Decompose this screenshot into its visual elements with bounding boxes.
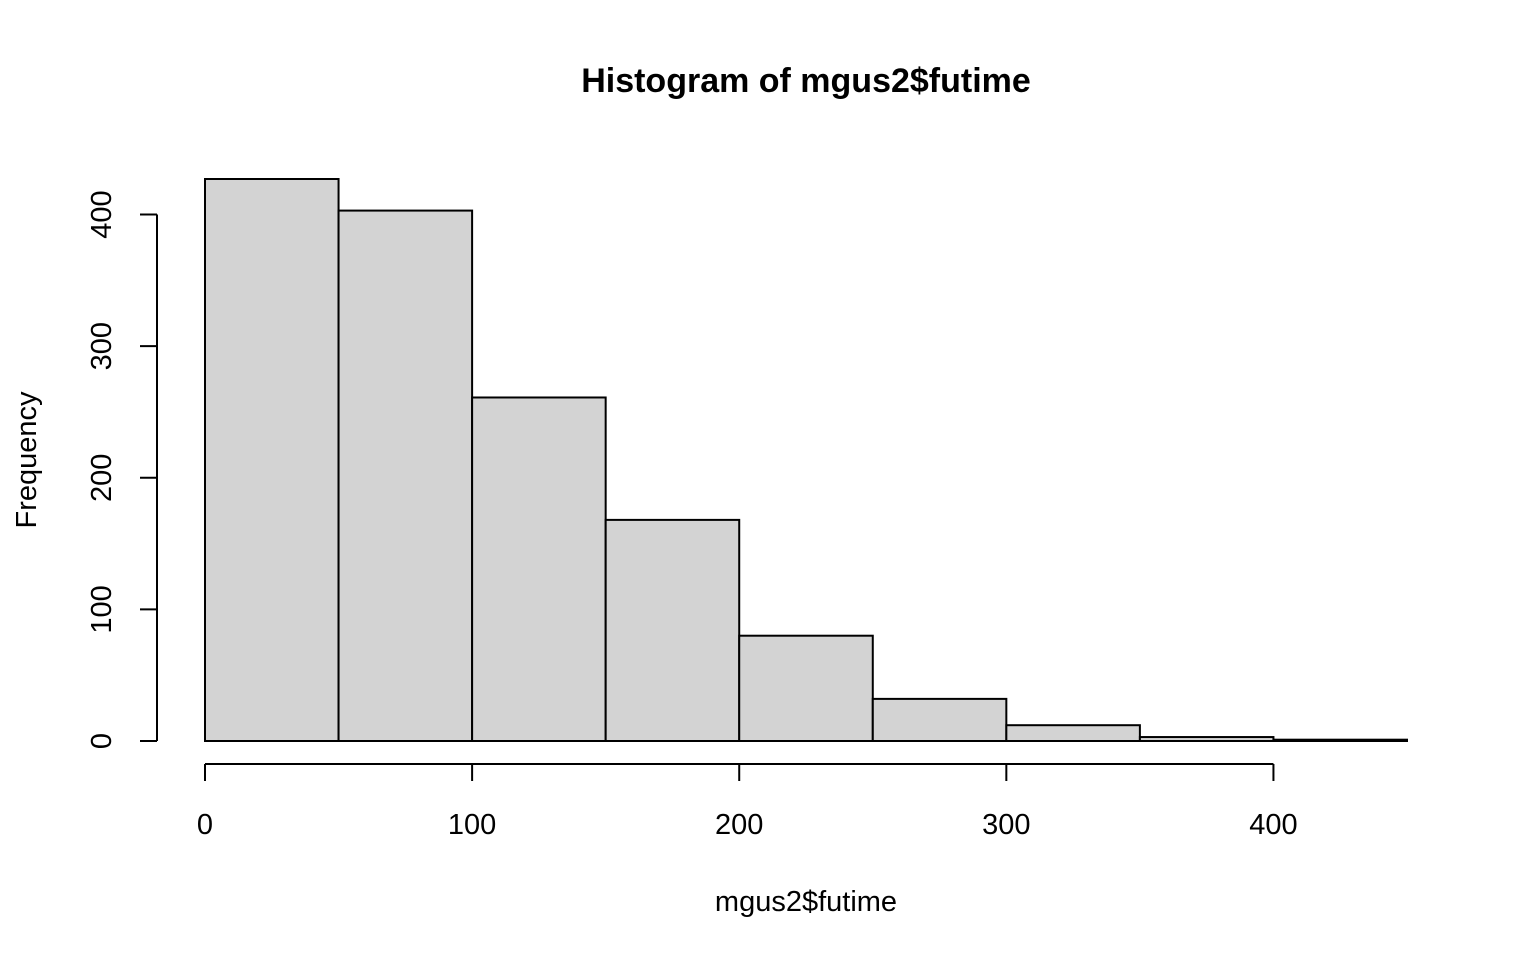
histogram-bar-9 <box>1272 738 1409 742</box>
chart-title: Histogram of mgus2$futime <box>581 62 1031 100</box>
histogram-bar-6 <box>871 697 1008 742</box>
histogram-bar-1 <box>204 178 340 742</box>
histogram-bar-7 <box>1005 724 1141 743</box>
histogram-bar-5 <box>738 634 874 743</box>
histogram-bar-4 <box>604 518 741 743</box>
y-tick-label: 300 <box>86 322 118 370</box>
y-tick-label: 0 <box>86 733 118 749</box>
x-tick-label: 200 <box>715 809 763 841</box>
histogram-bar-3 <box>471 396 607 742</box>
x-tick-label: 100 <box>448 809 496 841</box>
x-tick-label: 0 <box>197 809 213 841</box>
x-tick-label: 300 <box>982 809 1030 841</box>
x-axis-label: mgus2$futime <box>715 886 897 918</box>
y-tick-label: 200 <box>86 454 118 502</box>
bars-group <box>204 178 1409 743</box>
y-axis: 0 100 200 300 400 <box>86 190 158 749</box>
x-tick-label: 400 <box>1249 809 1297 841</box>
histogram-bar-2 <box>337 209 474 742</box>
histogram-bar-8 <box>1138 736 1275 742</box>
y-axis-label: Frequency <box>11 391 43 529</box>
x-axis: 0 100 200 300 400 <box>197 763 1298 841</box>
y-tick-label: 400 <box>86 190 118 238</box>
y-tick-label: 100 <box>86 585 118 633</box>
